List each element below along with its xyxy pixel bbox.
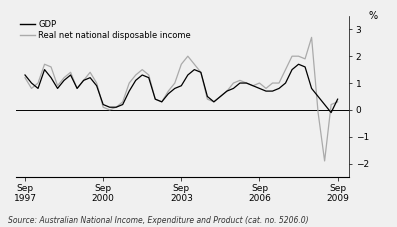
Legend: GDP, Real net national disposable income: GDP, Real net national disposable income (20, 20, 191, 40)
Text: Source: Australian National Income, Expenditure and Product (cat. no. 5206.0): Source: Australian National Income, Expe… (8, 216, 308, 225)
Y-axis label: %: % (368, 11, 377, 21)
